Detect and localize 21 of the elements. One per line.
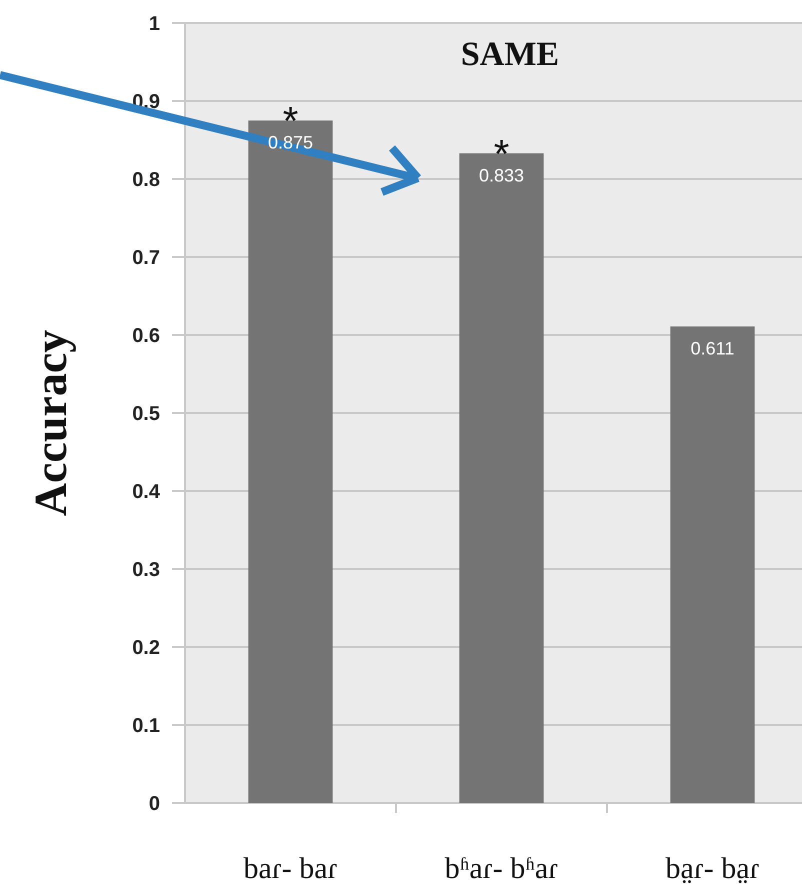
data-label: 0.875 (268, 132, 314, 152)
bar (670, 326, 755, 803)
y-tick-label: 0.7 (132, 247, 160, 269)
y-tick-label: 0.5 (132, 403, 160, 425)
y-tick-label: 0.4 (132, 481, 161, 503)
y-tick-label: 0.3 (132, 559, 160, 581)
data-label: 0.611 (690, 338, 734, 358)
chart-title: SAME (460, 36, 560, 73)
y-tick-label: 1 (148, 13, 160, 35)
y-tick-label: 0.6 (132, 325, 160, 347)
y-axis-title: Accuracy (25, 330, 76, 516)
data-label: 0.833 (478, 165, 524, 186)
x-tick-label: bʱaɾ- bʱaɾ (444, 852, 558, 885)
bar (248, 120, 333, 803)
y-tick-label: 0.8 (132, 169, 160, 191)
y-tick-label: 0 (148, 793, 160, 815)
y-tick-label: 0.2 (132, 637, 160, 659)
bar (459, 153, 544, 803)
x-tick-label: ba̤ɾ- ba̤ɾ (665, 852, 760, 885)
x-tick-label: baɾ- baɾ (243, 852, 338, 885)
y-tick-label: 0.1 (132, 715, 160, 737)
